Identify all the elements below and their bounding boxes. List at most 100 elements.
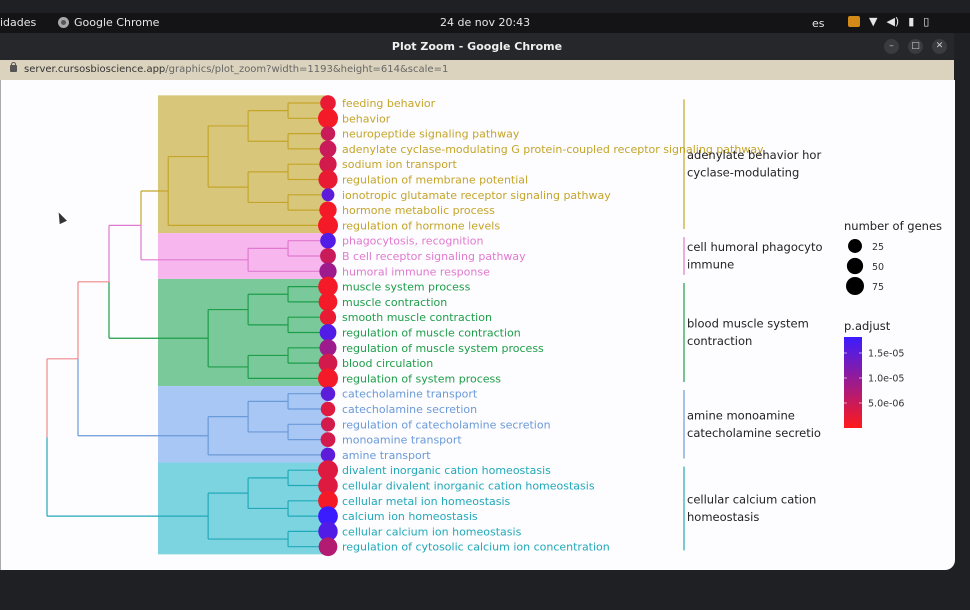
size-legend-label: 50: [872, 262, 884, 273]
term-dot[interactable]: [319, 140, 337, 158]
url-text[interactable]: server.cursosbioscience.app/graphics/plo…: [24, 64, 448, 75]
lock-icon[interactable]: [10, 62, 17, 72]
term-label: monoamine transport: [342, 434, 462, 447]
plot-page: feeding behavior behavior neuropeptide sig…: [0, 80, 955, 570]
term-dot[interactable]: [320, 248, 336, 264]
color-legend-bar: [844, 337, 862, 428]
address-bar[interactable]: server.cursosbioscience.app/graphics/plo…: [0, 60, 954, 80]
clock[interactable]: 24 de nov 20:43: [440, 16, 531, 29]
term-label: catecholamine secretion: [342, 403, 477, 416]
term-dot[interactable]: [318, 368, 338, 389]
activities-button[interactable]: idades: [0, 16, 37, 29]
term-dot[interactable]: [318, 215, 338, 236]
term-dot[interactable]: [320, 401, 336, 417]
term-label: muscle system process: [342, 281, 471, 294]
term-label: regulation of cytosolic calcium ion conc…: [342, 541, 610, 554]
size-legend-dot: [846, 257, 864, 275]
size-legend-label: 25: [872, 242, 884, 253]
close-button[interactable]: ✕: [932, 39, 947, 54]
size-legend-dot: [848, 239, 862, 253]
term-dot[interactable]: [319, 324, 337, 341]
term-label: amine transport: [342, 449, 431, 462]
cluster-label: adenylate behavior hor: [687, 148, 821, 162]
color-legend-tick: 1.0e-05: [868, 374, 904, 385]
root-dendrogram: [46, 190, 249, 517]
term-dot[interactable]: [320, 95, 336, 111]
term-label: adenylate cyclase-modulating G protein-c…: [342, 143, 764, 156]
term-dot[interactable]: [319, 309, 337, 326]
cluster-label: catecholamine secretio: [687, 426, 821, 440]
cluster-band: [158, 462, 328, 555]
term-label: regulation of muscle contraction: [342, 327, 521, 340]
size-legend-label: 75: [872, 282, 884, 293]
term-label: regulation of system process: [342, 372, 501, 385]
term-dot[interactable]: [318, 108, 338, 129]
term-dot[interactable]: [318, 460, 338, 481]
app-menu[interactable]: Google Chrome: [58, 16, 159, 29]
cluster-label: contraction: [687, 334, 752, 348]
color-legend-tick: 1.5e-05: [868, 349, 904, 360]
term-dot[interactable]: [320, 126, 336, 141]
term-dot[interactable]: [320, 447, 336, 463]
language-indicator[interactable]: es: [812, 17, 825, 30]
term-dot[interactable]: [318, 353, 338, 373]
term-label: ionotropic glutamate receptor signaling …: [342, 189, 611, 202]
wifi-icon: ▼: [869, 15, 878, 28]
app-name: Google Chrome: [74, 16, 160, 29]
term-label: divalent inorganic cation homeostasis: [342, 464, 551, 477]
term-label: catecholamine transport: [342, 388, 478, 401]
term-label: neuropeptide signaling pathway: [342, 128, 520, 141]
term-label: cellular metal ion homeostasis: [342, 495, 511, 508]
volume-icon: ◀): [886, 15, 900, 28]
term-label: cellular divalent inorganic cation homeo…: [342, 480, 595, 493]
term-dot[interactable]: [321, 188, 335, 202]
maximize-button[interactable]: □: [908, 39, 923, 54]
window-titlebar: Plot Zoom - Google Chrome – □ ✕: [0, 33, 954, 60]
cluster-label: cell humoral phagocyto: [687, 240, 823, 254]
term-label: blood circulation: [342, 357, 433, 370]
term-dot[interactable]: [319, 201, 337, 219]
term-dot[interactable]: [320, 386, 336, 401]
size-legend-title: number of genes: [844, 219, 942, 233]
term-dot[interactable]: [319, 339, 337, 357]
term-dot[interactable]: [320, 417, 336, 432]
term-dot[interactable]: [318, 169, 338, 190]
term-dot[interactable]: [318, 537, 338, 557]
url-path: /graphics/plot_zoom?width=1193&height=61…: [165, 64, 449, 75]
term-dot[interactable]: [318, 475, 338, 496]
term-label: behavior: [342, 112, 391, 125]
term-label: regulation of muscle system process: [342, 342, 544, 355]
url-domain: server.cursosbioscience.app: [24, 64, 166, 75]
term-label: smooth muscle contraction: [342, 311, 492, 324]
battery-icon: ▯: [923, 15, 930, 28]
term-dot[interactable]: [319, 155, 337, 173]
term-label: humoral immune response: [342, 265, 490, 278]
os-top-bar: idades Google Chrome 24 de nov 20:43 es …: [0, 13, 970, 33]
term-dot[interactable]: [318, 521, 338, 542]
term-label: cellular calcium ion homeostasis: [342, 525, 522, 538]
term-label: B cell receptor signaling pathway: [342, 250, 526, 263]
cluster-label: blood muscle system: [687, 317, 809, 331]
cluster-label: cyclase-modulating: [687, 166, 799, 180]
term-label: regulation of membrane potential: [342, 174, 528, 187]
cluster-label: cellular calcium cation: [687, 492, 816, 506]
term-dot[interactable]: [318, 506, 338, 526]
term-label: feeding behavior: [342, 97, 436, 110]
color-legend-title: p.adjust: [844, 319, 891, 333]
term-dot[interactable]: [318, 276, 338, 297]
system-tray[interactable]: ▼ ◀) ▮ ▯: [848, 15, 929, 28]
term-dot[interactable]: [318, 490, 338, 511]
term-dot[interactable]: [318, 292, 338, 312]
term-dot[interactable]: [319, 262, 337, 280]
term-dot[interactable]: [320, 432, 336, 447]
term-label: regulation of hormone levels: [342, 219, 500, 232]
minimize-button[interactable]: –: [884, 39, 899, 54]
term-dot[interactable]: [320, 232, 336, 249]
term-label: hormone metabolic process: [342, 204, 495, 217]
treeplot-chart: feeding behavior behavior neuropeptide sig…: [46, 95, 942, 557]
screen-share-icon: [848, 16, 860, 27]
term-label: calcium ion homeostasis: [342, 510, 478, 523]
window-title: Plot Zoom - Google Chrome: [391, 40, 563, 53]
microphone-icon: ▮: [908, 15, 915, 28]
cluster-label: immune: [687, 258, 734, 272]
